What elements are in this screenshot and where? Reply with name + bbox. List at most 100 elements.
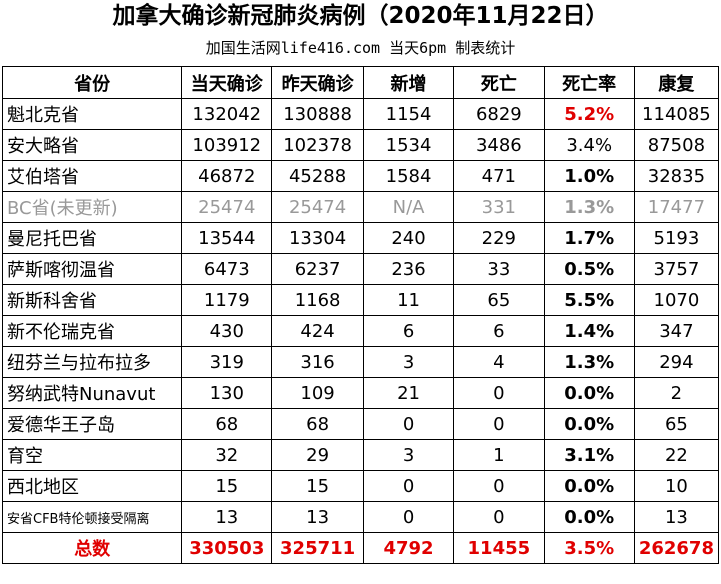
- cell: 21: [362, 377, 455, 409]
- cell: 46872: [181, 160, 273, 192]
- cell: 6473: [181, 253, 273, 285]
- row-label: 魁北克省: [1, 98, 183, 130]
- row-label: 萨斯喀彻温省: [1, 253, 183, 285]
- cell: 240: [362, 222, 455, 254]
- row-label: 努纳武特Nunavut: [1, 377, 183, 409]
- cell: 13544: [181, 222, 273, 254]
- total-cell: 262678: [633, 532, 720, 564]
- cell: N/A: [362, 191, 455, 223]
- cell: 25474: [181, 191, 273, 223]
- row: 西北地区 15 15 0 0 0.0% 10: [1, 470, 720, 502]
- cell: 13304: [271, 222, 364, 254]
- row: 努纳武特Nunavut 130 109 21 0 0.0% 2: [1, 377, 720, 409]
- cell: 132042: [181, 98, 273, 130]
- cell: 6: [453, 315, 545, 347]
- cell: 3.4%: [543, 129, 635, 161]
- row: 新斯科舍省 1179 1168 11 65 5.5% 1070: [1, 284, 720, 316]
- cell: 424: [271, 315, 364, 347]
- cell: 1070: [633, 284, 720, 316]
- cell: 5.2%: [543, 98, 635, 130]
- row-label: BC省(未更新): [1, 191, 183, 223]
- cell: 471: [453, 160, 545, 192]
- cell: 3.1%: [543, 439, 635, 471]
- cell: 1.7%: [543, 222, 635, 254]
- total-row: 总数 330503 325711 4792 11455 3.5% 262678: [1, 532, 720, 564]
- column-header: 死亡率: [543, 66, 635, 99]
- title: 加拿大确诊新冠肺炎病例（2020年11月22日）: [112, 3, 609, 29]
- cell: 1.3%: [543, 191, 635, 223]
- row-label: 纽芬兰与拉布拉多: [1, 346, 183, 378]
- cell: 11: [362, 284, 455, 316]
- cell: 0.0%: [543, 470, 635, 502]
- cell: 87508: [633, 129, 720, 161]
- row: 纽芬兰与拉布拉多 319 316 3 4 1.3% 294: [1, 346, 720, 378]
- cell: 1534: [362, 129, 455, 161]
- cell: 5.5%: [543, 284, 635, 316]
- cell: 29: [271, 439, 364, 471]
- cell: 13: [181, 501, 273, 533]
- cell: 0.5%: [543, 253, 635, 285]
- cell: 68: [181, 408, 273, 440]
- header-row: 省份 当天确诊 昨天确诊 新增 死亡 死亡率 康复: [1, 66, 720, 99]
- cell: 3: [362, 439, 455, 471]
- row-label: 爱德华王子岛: [1, 408, 183, 440]
- row-label: 西北地区: [1, 470, 183, 502]
- row-label: 曼尼托巴省: [1, 222, 183, 254]
- cell: 6237: [271, 253, 364, 285]
- column-header: 省份: [1, 66, 183, 99]
- cell: 236: [362, 253, 455, 285]
- cell: 33: [453, 253, 545, 285]
- cell: 32835: [633, 160, 720, 192]
- cell: 15: [181, 470, 273, 502]
- cell: 1.3%: [543, 346, 635, 378]
- cell: 0.0%: [543, 501, 635, 533]
- cell: 229: [453, 222, 545, 254]
- cell: 4: [453, 346, 545, 378]
- cell: 22: [633, 439, 720, 471]
- cell: 6829: [453, 98, 545, 130]
- row-label: 安大略省: [1, 129, 183, 161]
- row: BC省(未更新) 25474 25474 N/A 331 1.3% 17477: [1, 191, 720, 223]
- column-header: 康复: [633, 66, 720, 99]
- cell: 1584: [362, 160, 455, 192]
- cell: 130: [181, 377, 273, 409]
- cell: 0: [362, 501, 455, 533]
- row: 爱德华王子岛 68 68 0 0 0.0% 65: [1, 408, 720, 440]
- row-label: 新斯科舍省: [1, 284, 183, 316]
- cell: 114085: [633, 98, 720, 130]
- subtitle: 加国生活网life416.com 当天6pm 制表统计: [205, 39, 516, 57]
- cell: 347: [633, 315, 720, 347]
- total-cell: 4792: [362, 532, 455, 564]
- cell: 316: [271, 346, 364, 378]
- cell: 430: [181, 315, 273, 347]
- cell: 103912: [181, 129, 273, 161]
- cell: 68: [271, 408, 364, 440]
- cell: 0.0%: [543, 408, 635, 440]
- cell: 0: [362, 408, 455, 440]
- row-label: 新不伦瑞克省: [1, 315, 183, 347]
- cell: 0: [453, 501, 545, 533]
- cell: 32: [181, 439, 273, 471]
- table: 省份 当天确诊 昨天确诊 新增 死亡 死亡率 康复 魁北克省 132042 130888 1154…: [1, 66, 720, 564]
- row: 魁北克省 132042 130888 1154 6829 5.2% 114085: [1, 98, 720, 130]
- cell: 0: [453, 470, 545, 502]
- cell: 6: [362, 315, 455, 347]
- cell: 65: [453, 284, 545, 316]
- row: 艾伯塔省 46872 45288 1584 471 1.0% 32835: [1, 160, 720, 192]
- cell: 65: [633, 408, 720, 440]
- cell: 2: [633, 377, 720, 409]
- column-header: 新增: [362, 66, 455, 99]
- cell: 0.0%: [543, 377, 635, 409]
- cell: 3486: [453, 129, 545, 161]
- cell: 15: [271, 470, 364, 502]
- total-cell: 325711: [271, 532, 364, 564]
- row: 安省CFB特伦顿接受隔离 13 13 0 0 0.0% 13: [1, 501, 720, 533]
- cell: 1.4%: [543, 315, 635, 347]
- cell: 102378: [271, 129, 364, 161]
- cell: 5193: [633, 222, 720, 254]
- cell: 109: [271, 377, 364, 409]
- cell: 294: [633, 346, 720, 378]
- cell: 17477: [633, 191, 720, 223]
- cell: 1154: [362, 98, 455, 130]
